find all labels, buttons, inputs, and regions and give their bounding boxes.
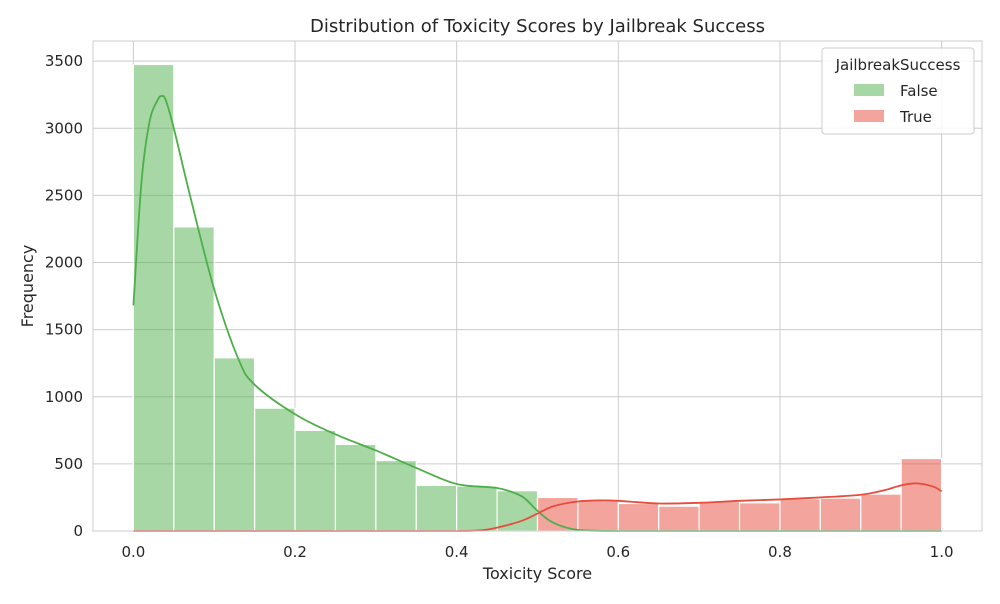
legend-title: JailbreakSuccess — [835, 56, 961, 74]
x-tick-label: 0.6 — [606, 543, 630, 561]
plot-frame — [92, 40, 983, 532]
legend-label-true: True — [899, 108, 932, 126]
y-tick-labels: 0 500 1000 1500 2000 2500 3000 3500 — [45, 52, 83, 540]
y-tick-label: 2500 — [45, 186, 83, 204]
bar-false — [294, 429, 337, 532]
chart-title: Distribution of Toxicity Scores by Jailb… — [310, 16, 765, 37]
bar-false — [496, 490, 539, 532]
bar-true — [738, 502, 781, 532]
legend-swatch-true — [854, 110, 884, 122]
bar-false — [132, 63, 175, 532]
x-tick-label: 1.0 — [930, 543, 954, 561]
bar-true — [658, 505, 700, 532]
bar-true — [900, 457, 943, 532]
bar-true — [779, 498, 821, 532]
bar-true — [819, 497, 862, 532]
bar-true — [698, 500, 741, 532]
x-tick-label: 0.2 — [283, 543, 307, 561]
y-tick-label: 3500 — [45, 52, 83, 70]
bars-layer — [132, 63, 943, 532]
legend: JailbreakSuccess False True — [821, 47, 975, 135]
x-tick-label: 0.4 — [445, 543, 469, 561]
y-tick-label: 1000 — [45, 388, 83, 406]
x-tick-label: 0.8 — [768, 543, 792, 561]
bar-false — [213, 357, 256, 532]
bar-true — [617, 502, 660, 532]
bar-false — [456, 485, 498, 532]
x-tick-labels: 0.0 0.2 0.4 0.6 0.8 1.0 — [121, 543, 953, 561]
legend-swatch-false — [854, 84, 884, 96]
bar-false — [173, 226, 215, 532]
y-tick-label: 500 — [54, 455, 83, 473]
y-tick-label: 2000 — [45, 254, 83, 272]
legend-label-false: False — [900, 82, 938, 100]
y-tick-label: 1500 — [45, 321, 83, 339]
bar-false — [415, 484, 458, 532]
bar-true — [577, 500, 619, 532]
bar-false — [375, 459, 417, 532]
bar-true — [860, 493, 902, 532]
x-tick-label: 0.0 — [121, 543, 145, 561]
legend-items: False True — [854, 82, 938, 126]
x-axis-title: Toxicity Score — [482, 564, 592, 583]
y-axis-title: Frequency — [18, 245, 37, 328]
bar-false — [334, 443, 377, 532]
y-tick-label: 0 — [73, 522, 83, 540]
y-tick-label: 3000 — [45, 119, 83, 137]
bar-false — [254, 407, 296, 532]
